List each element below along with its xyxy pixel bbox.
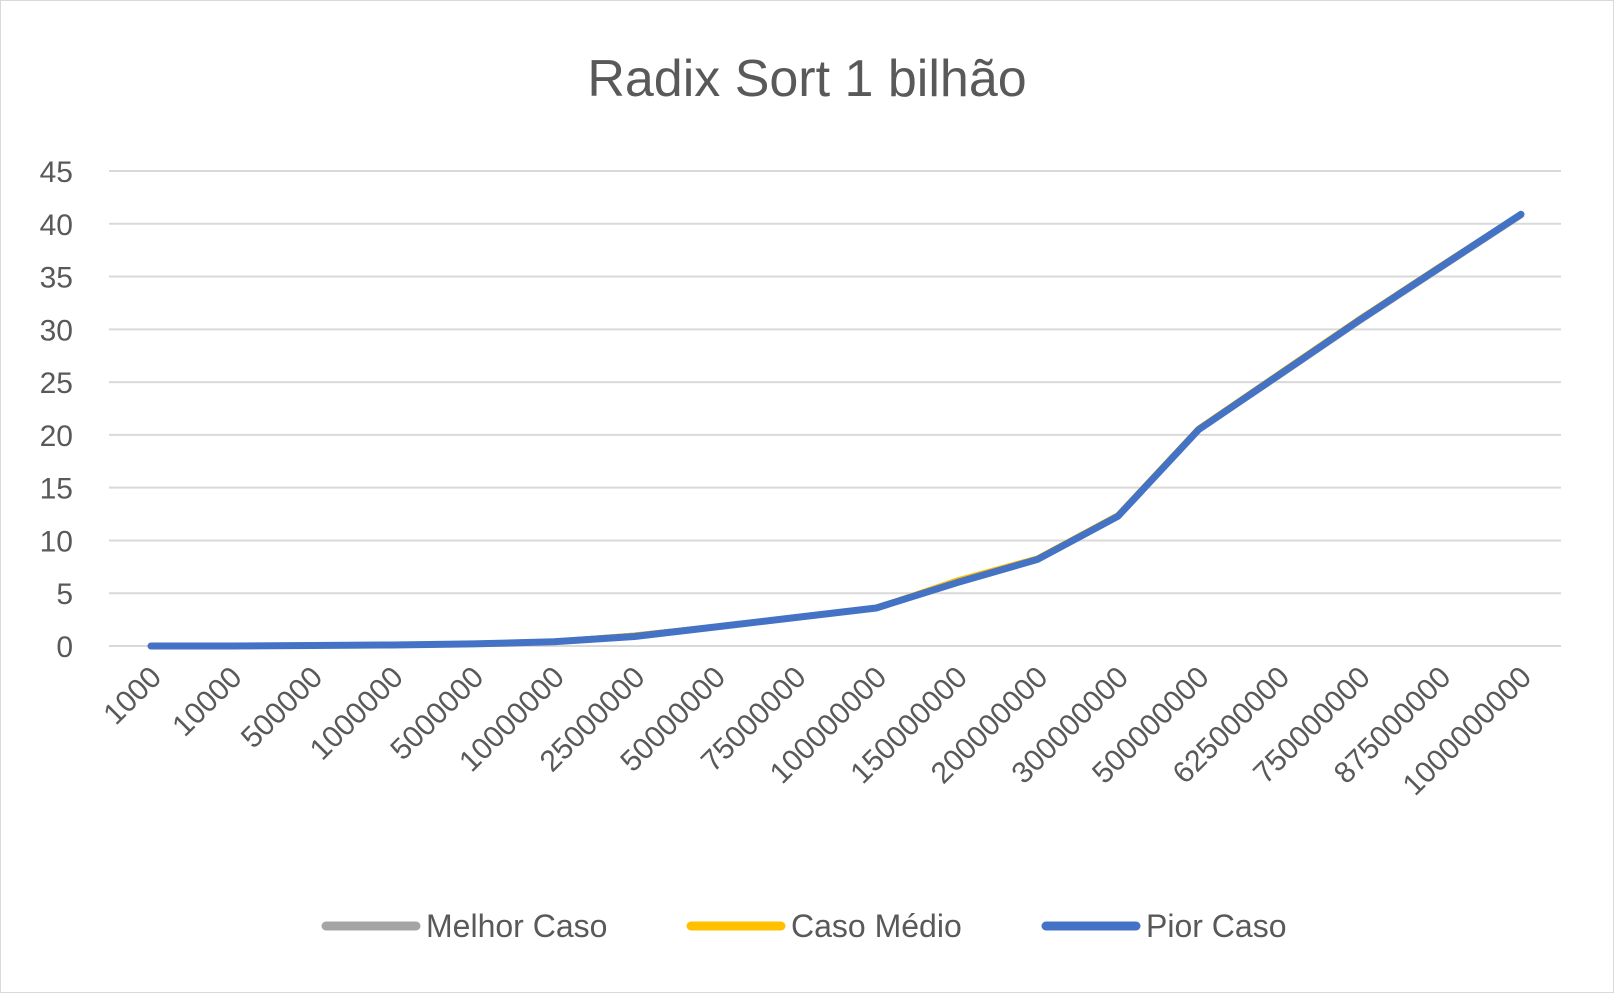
legend-label: Melhor Caso — [426, 908, 607, 944]
legend-label: Caso Médio — [791, 908, 962, 944]
y-axis-ticks: 0 5 10 15 20 25 30 35 40 45 — [40, 156, 73, 664]
x-tick-label: 1000 — [97, 661, 168, 732]
y-tick-label: 40 — [40, 209, 73, 242]
y-tick-label: 30 — [40, 314, 73, 347]
y-tick-label: 15 — [40, 473, 73, 506]
series-line-1 — [148, 212, 1524, 649]
y-tick-label: 25 — [40, 367, 73, 400]
series-line-2 — [148, 211, 1524, 649]
y-tick-label: 35 — [40, 262, 73, 295]
x-axis-ticks: 1000100005000001000000500000010000000250… — [97, 661, 1538, 802]
y-tick-label: 0 — [56, 631, 73, 664]
gridlines — [109, 170, 1561, 647]
series-line-3 — [147, 210, 1525, 650]
y-tick-label: 20 — [40, 420, 73, 453]
y-tick-label: 45 — [40, 156, 73, 189]
y-tick-label: 5 — [56, 578, 73, 611]
legend-label: Pior Caso — [1146, 908, 1287, 944]
legend: Melhor Caso Caso Médio Pior Caso — [321, 908, 1287, 944]
series-lines — [147, 210, 1525, 650]
y-tick-label: 10 — [40, 525, 73, 558]
chart-title: Radix Sort 1 bilhão — [587, 50, 1026, 108]
